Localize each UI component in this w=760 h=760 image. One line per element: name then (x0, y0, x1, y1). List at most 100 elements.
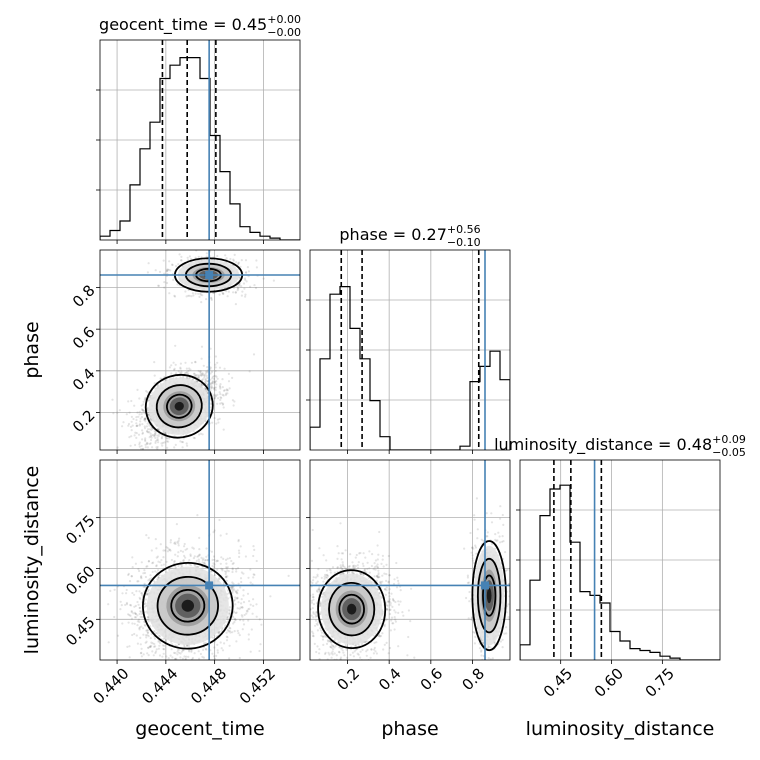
scatter-point (168, 548, 171, 551)
scatter-point (272, 279, 275, 282)
scatter-point (145, 593, 148, 596)
scatter-point (141, 594, 144, 597)
scatter-point (138, 612, 141, 616)
scatter-point (107, 641, 110, 644)
scatter-point (161, 655, 164, 658)
scatter-point (244, 278, 247, 281)
scatter-point (174, 363, 177, 366)
scatter-point (388, 600, 391, 603)
scatter-point (140, 651, 143, 655)
scatter-point (216, 568, 219, 571)
scatter-point (162, 652, 165, 655)
scatter-point (157, 463, 159, 465)
scatter-point (389, 604, 392, 607)
scatter-point (147, 588, 150, 592)
scatter-point (235, 590, 238, 593)
scatter-point (182, 649, 185, 652)
scatter-point (121, 592, 124, 595)
scatter-point (155, 556, 158, 559)
scatter-point (184, 372, 187, 375)
scatter-point (199, 292, 202, 295)
scatter-point (160, 442, 163, 445)
scatter-point (147, 590, 150, 593)
scatter-point (140, 612, 143, 616)
scatter-point (351, 651, 354, 654)
scatter-point (186, 256, 189, 259)
scatter-point (190, 674, 192, 676)
scatter-point (148, 578, 151, 581)
scatter-point (60, 598, 62, 600)
scatter-point (205, 648, 208, 651)
scatter-point (206, 366, 209, 369)
scatter-point (242, 601, 246, 604)
scatter-point (307, 602, 309, 604)
scatter-point (162, 648, 166, 651)
scatter-point (221, 291, 224, 294)
scatter-point (162, 473, 164, 475)
scatter-point (244, 295, 247, 298)
scatter-point (182, 680, 184, 682)
scatter-point (234, 590, 237, 593)
scatter-point (128, 436, 131, 439)
scatter-point (130, 429, 133, 432)
scatter-point (130, 435, 133, 438)
scatter-point (235, 611, 238, 614)
scatter-point (180, 370, 183, 373)
scatter-point (166, 547, 169, 550)
scatter-point (482, 669, 484, 671)
scatter-point (133, 434, 136, 437)
scatter-point (242, 282, 246, 285)
contour-line (142, 561, 234, 650)
scatter-point (213, 563, 216, 566)
scatter-point (236, 607, 239, 610)
scatter-point (214, 394, 217, 397)
scatter-point (239, 265, 242, 268)
scatter-point (230, 559, 233, 563)
scatter-point (187, 644, 190, 647)
scatter-point (215, 422, 218, 425)
scatter-point (144, 641, 147, 644)
scatter-point (166, 268, 169, 271)
scatter-point (177, 542, 180, 545)
scatter-point (144, 446, 147, 449)
scatter-point (159, 543, 162, 546)
scatter-point (329, 645, 332, 649)
scatter-point (157, 576, 160, 579)
scatter-point (225, 562, 228, 565)
scatter-point (138, 445, 141, 448)
scatter-point (133, 632, 136, 636)
scatter-point (225, 631, 228, 634)
scatter-point (224, 393, 227, 397)
scatter-point (493, 664, 495, 666)
scatter-point (233, 588, 236, 591)
scatter-point (144, 420, 147, 423)
scatter-point (234, 596, 237, 599)
scatter-point (218, 577, 221, 580)
scatter-point (391, 622, 394, 625)
scatter-point (177, 544, 180, 547)
scatter-point (199, 370, 202, 373)
scatter-point (216, 559, 219, 562)
scatter-point (180, 259, 183, 262)
scatter-point (231, 589, 234, 593)
scatter-point (142, 403, 145, 406)
scatter-point (167, 657, 170, 660)
scatter-point (213, 657, 216, 660)
scatter-point (218, 366, 222, 369)
title-phase: phase = 0.27+0.56 (339, 223, 480, 244)
scatter-point (130, 420, 133, 423)
scatter-point (242, 589, 245, 592)
scatter-point (185, 367, 188, 370)
scatter-point (143, 427, 147, 430)
scatter-point (171, 656, 174, 659)
scatter-point (138, 424, 141, 427)
scatter-point (189, 553, 192, 556)
scatter-point (311, 596, 315, 599)
scatter-point (190, 361, 193, 364)
scatter-point (120, 604, 123, 607)
scatter-point (224, 624, 227, 627)
scatter-point (209, 570, 212, 573)
scatter-point (165, 655, 168, 658)
scatter-point (176, 653, 179, 656)
scatter-point (247, 638, 250, 641)
